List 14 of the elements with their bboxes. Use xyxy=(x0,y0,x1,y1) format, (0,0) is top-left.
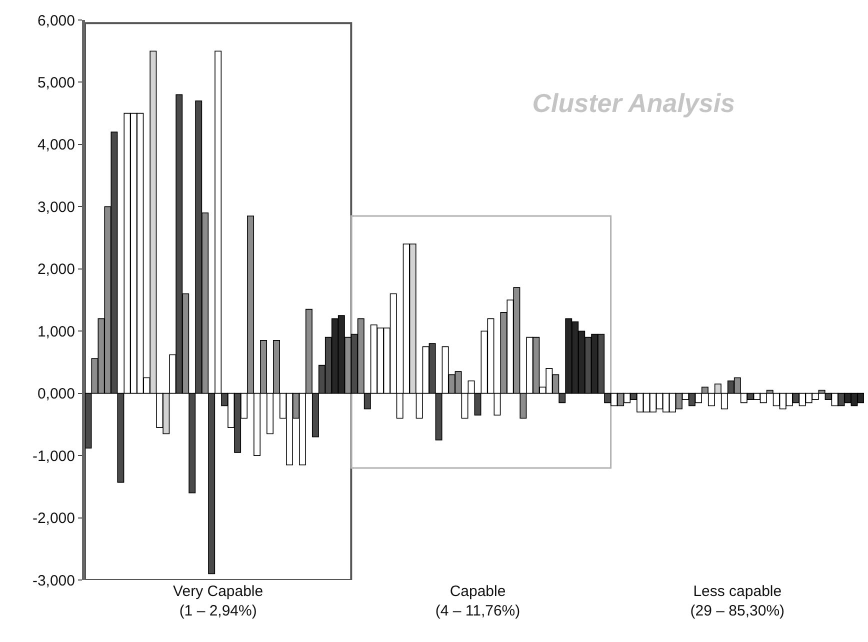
y-tick-label: 4,000 xyxy=(37,136,75,154)
text: Cluster Analysis xyxy=(532,88,736,118)
y-tick-label: 6,000 xyxy=(37,12,75,30)
y-tick-label: 2,000 xyxy=(37,261,75,278)
x-tick-label: Less capable (29 – 85,30%) xyxy=(690,583,785,620)
y-tick-label: -2,000 xyxy=(32,510,75,528)
x-tick-label: Very Capable (1 – 2,94%) xyxy=(173,583,264,620)
y-tick-label: -3,000 xyxy=(32,572,75,590)
y-tick-label: 1,000 xyxy=(37,323,75,340)
y-tick-label: -1,000 xyxy=(32,448,75,465)
y-tick-label: 3,000 xyxy=(37,198,75,216)
y-tick-label: 0,000 xyxy=(37,386,75,403)
x-tick-label: Capable (4 – 11,76%) xyxy=(435,583,520,620)
y-tick-label: 5,000 xyxy=(37,74,75,92)
